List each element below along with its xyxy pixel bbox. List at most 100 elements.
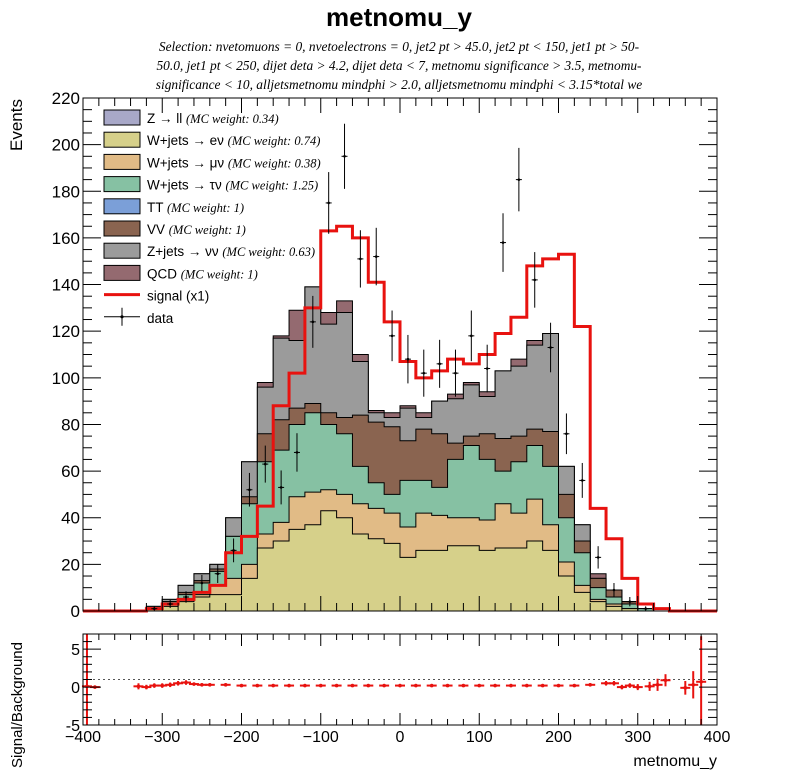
- data-marker: [580, 479, 584, 482]
- x-tick-label: 400: [704, 729, 731, 746]
- legend-swatch: [103, 198, 141, 215]
- legend-label: Z → ll (MC weight: 0.34): [147, 111, 279, 126]
- data-point: [230, 538, 237, 563]
- ratio-point: [379, 683, 390, 688]
- legend-weight-note: (MC weight: 1.25): [225, 179, 318, 193]
- data-marker: [644, 607, 647, 610]
- ratio-marker: [604, 681, 608, 686]
- data-marker: [517, 178, 521, 181]
- ratio-point: [426, 683, 437, 688]
- data-marker: [168, 602, 172, 606]
- ratio-point: [553, 683, 564, 688]
- chart-title: metnomu_y: [326, 2, 472, 32]
- subtitle-line-3: significance < 10, alljetsmetnomu mindph…: [156, 77, 643, 92]
- ratio-marker: [445, 683, 450, 688]
- y-tick-label: 200: [52, 136, 80, 155]
- data-point: [341, 123, 348, 189]
- ratio-marker: [477, 683, 482, 688]
- ratio-marker: [663, 678, 668, 683]
- ratio-marker: [239, 683, 244, 688]
- ratio-point: [347, 683, 358, 688]
- legend-swatch: [103, 176, 141, 193]
- data-marker: [232, 549, 235, 552]
- ratio-marker: [588, 683, 592, 687]
- data-marker: [327, 201, 330, 205]
- ratio-point: [252, 683, 263, 688]
- ratio-marker: [366, 683, 371, 688]
- ratio-marker: [612, 681, 616, 686]
- ratio-point: [624, 683, 635, 688]
- data-marker: [485, 367, 489, 370]
- y-tick-label: 180: [52, 182, 80, 201]
- ratio-marker: [136, 684, 141, 689]
- subtitle-line-1: Selection: nvetomuons = 0, nvetoelectron…: [159, 39, 639, 54]
- ratio-marker: [144, 685, 149, 689]
- legend-entry: W+jets → τν (MC weight: 1.25): [103, 176, 318, 193]
- data-point: [626, 597, 633, 607]
- ratio-marker: [699, 679, 703, 684]
- data-point: [547, 322, 554, 373]
- y-tick-label: 20: [61, 555, 80, 574]
- data-marker: [200, 581, 204, 585]
- y-tick-label: 140: [52, 276, 80, 295]
- x-tick-label: 200: [545, 729, 572, 746]
- data-marker: [390, 334, 394, 338]
- ratio-marker: [176, 681, 180, 686]
- ratio-point: [505, 683, 516, 688]
- ratio-marker: [493, 683, 497, 688]
- legend-label: signal (x1): [147, 289, 209, 304]
- y-tick-label: 80: [61, 415, 80, 434]
- ratio-marker: [628, 683, 632, 688]
- data-point: [373, 227, 380, 286]
- ratio-point: [315, 683, 326, 688]
- ratio-point: [632, 684, 643, 691]
- data-point: [246, 472, 253, 507]
- x-tick-label: 100: [466, 729, 493, 746]
- data-point: [167, 599, 174, 609]
- x-tick-label: −400: [65, 729, 101, 746]
- legend-weight-note: (MC weight: 0.74): [228, 134, 321, 148]
- data-marker: [359, 257, 362, 261]
- data-marker: [470, 334, 473, 338]
- data-marker: [374, 255, 378, 258]
- ratio-marker: [509, 683, 513, 688]
- ratio-marker: [691, 683, 696, 687]
- ratio-marker: [556, 683, 561, 688]
- data-marker: [184, 595, 188, 599]
- ratio-marker: [192, 682, 196, 686]
- ratio-point: [204, 683, 215, 687]
- ratio-point: [268, 683, 279, 688]
- ratio-point: [660, 674, 671, 687]
- ratio-marker: [683, 686, 688, 690]
- ratio-point: [458, 683, 469, 688]
- legend-swatch: [103, 264, 141, 281]
- data-point: [293, 433, 300, 472]
- ratio-point: [585, 683, 596, 687]
- legend-entry: signal (x1): [104, 289, 209, 304]
- ratio-point: [181, 680, 192, 685]
- data-point: [436, 339, 443, 388]
- ratio-marker: [398, 683, 402, 688]
- legend-entry: Z+jets → νν (MC weight: 0.63): [103, 242, 315, 259]
- ratio-point: [490, 683, 501, 688]
- legend-weight-note: (MC weight: 1): [167, 201, 244, 215]
- ratio-point: [188, 682, 199, 686]
- data-marker: [612, 588, 616, 592]
- data-marker: [248, 488, 251, 492]
- legend-marker-data: [120, 315, 124, 319]
- ratio-marker: [572, 683, 577, 688]
- data-point: [595, 546, 602, 569]
- x-tick-label: −300: [144, 729, 180, 746]
- signal-line: [83, 224, 717, 613]
- ratio-point: [616, 684, 627, 690]
- data-marker: [295, 451, 299, 454]
- ratio-marker: [152, 683, 157, 688]
- data-marker: [422, 371, 426, 375]
- ratio-marker: [85, 684, 89, 689]
- ratio-point: [521, 683, 532, 688]
- data-point: [151, 606, 158, 611]
- ratio-marker: [318, 683, 323, 688]
- ratio-marker: [350, 683, 355, 688]
- data-marker: [406, 357, 410, 361]
